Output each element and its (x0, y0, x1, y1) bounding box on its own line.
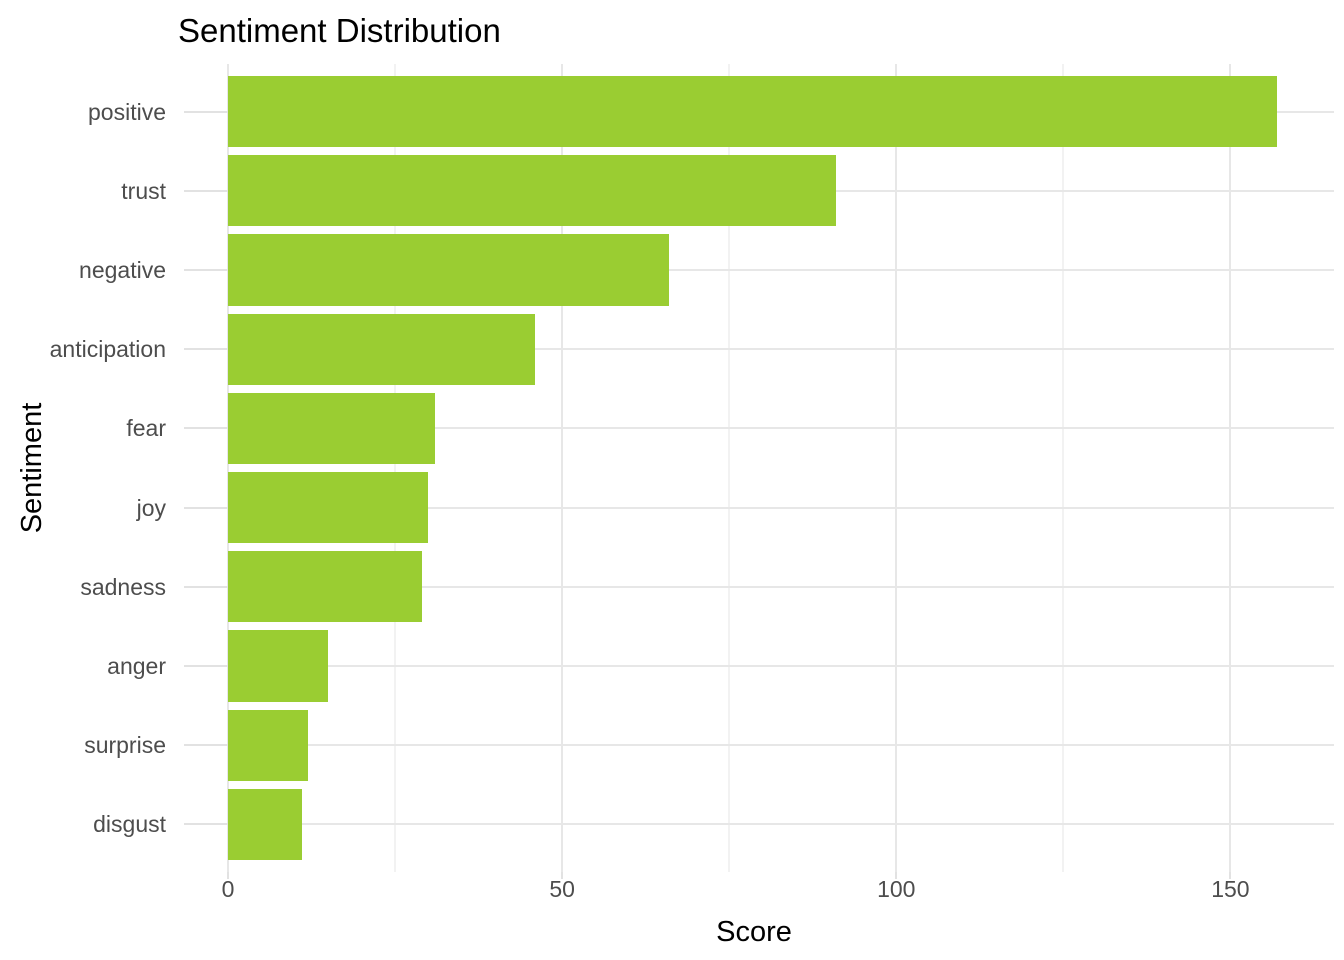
major-gridline-y-negative (228, 268, 1334, 271)
chart-title: Sentiment Distribution (178, 12, 501, 49)
minor-gridline-x-25 (394, 64, 397, 872)
bar-sadness (228, 551, 422, 623)
bar-surprise (228, 709, 309, 781)
x-axis-tick-100 (895, 872, 898, 879)
major-gridline-x-100 (895, 64, 898, 872)
y-tick-label-sadness: sadness (80, 573, 166, 600)
plot-panel (227, 64, 1334, 872)
x-tick-label-50: 50 (549, 876, 575, 902)
major-gridline-y-sadness (228, 585, 1334, 588)
major-gridline-x-150 (1229, 64, 1232, 872)
y-axis-tick-labels: positive trust negative anticipation fear joy… (0, 64, 166, 872)
major-gridline-y-fear (228, 427, 1334, 430)
y-axis-tick-positive (184, 110, 228, 113)
y-axis-tick-anticipation (184, 348, 228, 351)
y-axis-tick-fear (184, 427, 228, 430)
y-axis-tick-surprise (184, 744, 228, 747)
major-gridline-x-0 (227, 64, 229, 872)
y-axis-tick-sadness (184, 585, 228, 588)
y-tick-label-negative: negative (79, 256, 166, 283)
minor-gridline-x-125 (1062, 64, 1065, 872)
bar-disgust (228, 788, 302, 861)
y-tick-label-positive: positive (88, 98, 166, 125)
y-axis-tick-trust (184, 189, 228, 192)
bar-negative (228, 234, 670, 306)
x-tick-label-0: 0 (221, 876, 235, 902)
major-gridline-y-anticipation (228, 348, 1334, 351)
y-axis-tick-negative (184, 268, 228, 271)
x-axis-tick-50 (561, 872, 564, 879)
y-tick-label-fear: fear (126, 415, 166, 442)
x-axis-title: Score (716, 916, 792, 948)
major-gridline-x-50 (561, 64, 564, 872)
y-tick-label-surprise: surprise (84, 732, 166, 759)
x-axis-tick-150 (1229, 872, 1232, 879)
bar-positive (228, 75, 1278, 148)
y-axis-tick-joy (184, 506, 228, 509)
y-tick-label-trust: trust (121, 177, 166, 204)
y-tick-label-joy: joy (136, 494, 166, 521)
minor-gridline-x-75 (728, 64, 731, 872)
x-tick-label-150: 150 (1211, 876, 1250, 902)
y-axis-tick-anger (184, 665, 228, 668)
y-tick-label-anger: anger (107, 653, 166, 680)
x-axis-tick-0 (227, 872, 229, 879)
y-tick-label-anticipation: anticipation (49, 336, 166, 363)
bar-anticipation (228, 313, 536, 385)
bar-fear (228, 392, 436, 465)
bar-anger (228, 630, 329, 702)
y-axis-tick-disgust (184, 823, 228, 826)
bar-trust (228, 155, 837, 227)
major-gridline-y-joy (228, 506, 1334, 509)
major-gridline-y-disgust (228, 823, 1334, 826)
major-gridline-y-surprise (228, 744, 1334, 747)
y-tick-label-disgust: disgust (93, 811, 166, 838)
major-gridline-y-anger (228, 665, 1334, 668)
bar-joy (228, 471, 429, 544)
x-tick-label-100: 100 (877, 876, 916, 902)
y-axis-title: Sentiment (16, 402, 48, 534)
